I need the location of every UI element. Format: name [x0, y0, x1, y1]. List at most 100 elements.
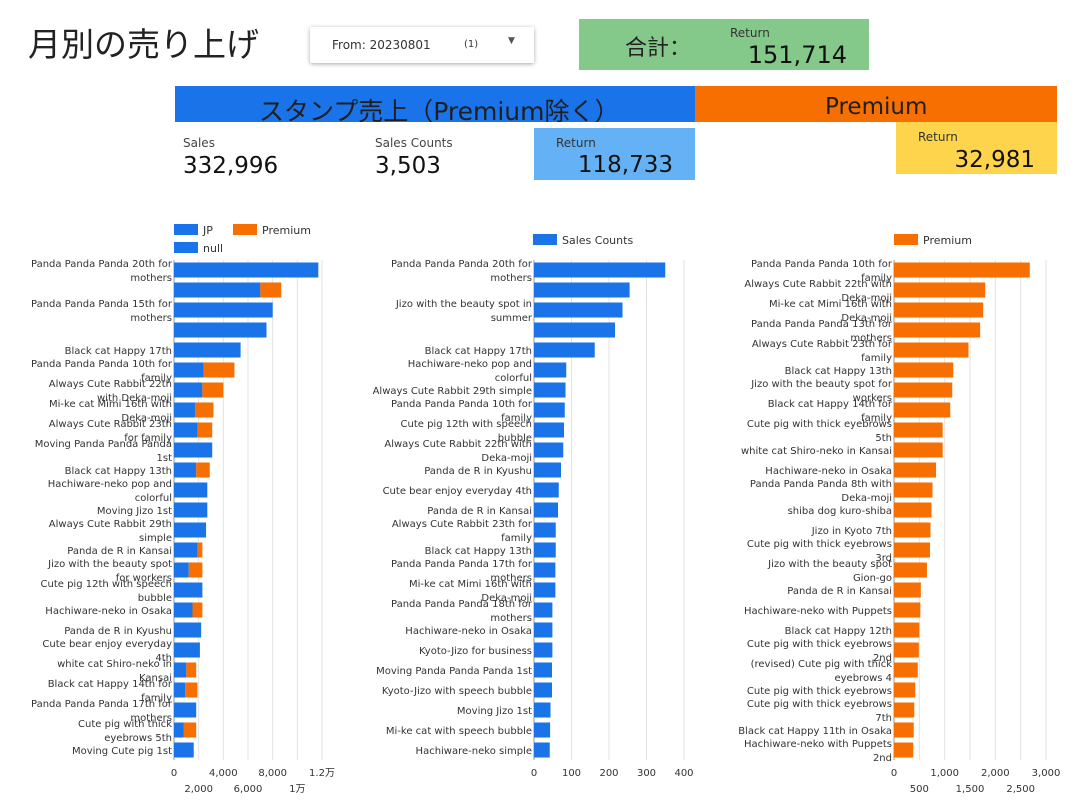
category-label: Always Cute Rabbit 23th	[49, 419, 172, 430]
bar-sales-counts	[534, 602, 553, 618]
category-label: Cute pig with thick eyebrows	[747, 686, 892, 697]
bar-premium	[894, 262, 1030, 278]
bar-jp	[174, 582, 203, 598]
bar-premium	[894, 602, 921, 618]
bar-premium	[197, 542, 203, 558]
category-label: Black cat Happy 17th	[425, 346, 532, 357]
sales-counts-chart: Panda Panda Panda 20th for mothers Jizo wi…	[373, 259, 694, 779]
x-tick-label: 200	[599, 768, 618, 779]
x-tick-label: 1,000	[930, 768, 959, 779]
category-label: 3rd	[875, 553, 892, 564]
bar-sales-counts	[534, 622, 553, 638]
sales-label: Sales	[183, 136, 215, 150]
date-range-filter[interactable]: From: 20230801 (1) ▼	[310, 27, 534, 63]
bar-jp	[174, 682, 186, 698]
category-label: mothers	[490, 273, 532, 284]
legend-jp[interactable]: JP	[174, 224, 213, 237]
category-label: Mi-ke cat with speech bubble	[386, 726, 532, 737]
bar-sales-counts	[534, 542, 556, 558]
category-label: Hachiware-neko pop and	[48, 479, 172, 490]
category-label: Cute bear enjoy everyday 4th	[383, 486, 532, 497]
sales-counts-value: 3,503	[375, 153, 441, 179]
category-label: Kyoto-Jizo for business	[419, 646, 532, 657]
category-label: family	[861, 413, 892, 424]
bar-jp	[174, 302, 273, 318]
category-label: Hachiware-neko pop and	[408, 359, 532, 370]
bar-sales-counts	[534, 702, 551, 718]
category-label: Deka-moji	[841, 313, 892, 324]
category-label: Jizo with the beauty spot	[47, 559, 172, 570]
category-label: Cute pig with thick eyebrows	[747, 639, 892, 650]
bar-premium	[894, 702, 915, 718]
bar-premium	[894, 682, 916, 698]
category-label: Jizo with the beauty spot for	[750, 379, 893, 390]
category-label: mothers	[130, 313, 172, 324]
legend-sales-counts[interactable]: Sales Counts	[533, 234, 633, 247]
category-label: mothers	[490, 613, 532, 624]
category-label: Jizo in Kyoto 7th	[811, 526, 892, 537]
chevron-down-icon[interactable]: ▼	[508, 36, 515, 46]
category-label: Black cat Happy 11th in Osaka	[738, 726, 892, 737]
legend-premium-chart[interactable]: Premium	[894, 234, 972, 247]
bar-jp	[174, 602, 193, 618]
category-label: Moving Jizo 1st	[97, 506, 172, 517]
bar-sales-counts	[534, 402, 565, 418]
category-label: Gion-go	[853, 573, 892, 584]
category-label: workers	[853, 393, 892, 404]
x-tick-label: 100	[562, 768, 581, 779]
x-tick-label: 1万	[289, 784, 305, 795]
category-label: Hachiware-neko simple	[416, 746, 532, 757]
bar-jp	[174, 382, 203, 398]
bar-jp	[174, 702, 197, 718]
category-label: Black cat Happy 17th	[65, 346, 172, 357]
category-label: Always Cute Rabbit 22th with	[744, 279, 892, 290]
x-tick-label: 500	[910, 784, 929, 795]
category-label: Panda de R in Kyushu	[64, 626, 172, 637]
category-label: Deka-moji	[481, 593, 532, 604]
bar-sales-counts	[534, 722, 551, 738]
category-label: Deka-moji	[841, 493, 892, 504]
category-label: Jizo with the beauty spot	[767, 559, 892, 570]
bar-premium	[894, 662, 918, 678]
category-label: simple	[139, 533, 172, 544]
total-return-label: Return	[730, 26, 770, 40]
category-label: Black cat Happy 13th	[425, 546, 532, 557]
x-tick-label: 400	[674, 768, 693, 779]
bar-jp	[174, 342, 241, 358]
category-label: Panda Panda Panda 20th for	[391, 259, 533, 270]
bar-sales-counts	[534, 382, 566, 398]
bar-sales-counts	[534, 302, 623, 318]
bar-jp	[174, 322, 267, 338]
legend-null[interactable]: null	[174, 242, 223, 255]
category-label: bubble	[498, 433, 532, 444]
category-label: Always Cute Rabbit 23th for	[392, 519, 533, 530]
category-label: Panda Panda Panda 10th for	[31, 359, 173, 370]
category-label: white cat Shiro-neko in Kansai	[741, 446, 892, 457]
category-label: with Deka-moji	[97, 393, 172, 404]
bar-jp	[174, 662, 187, 678]
category-label: family	[501, 533, 532, 544]
category-label: family	[861, 353, 892, 364]
bar-jp	[174, 742, 194, 758]
category-label: Always Cute Rabbit 29th	[49, 519, 172, 530]
category-label: Moving Cute pig 1st	[72, 746, 172, 757]
category-label: Cute pig with thick	[78, 719, 172, 730]
bar-jp	[174, 362, 204, 378]
category-label: Moving Jizo 1st	[457, 706, 532, 717]
legend-premium[interactable]: Premium	[233, 224, 311, 237]
bar-sales-counts	[534, 502, 558, 518]
category-label: Always Cute Rabbit 23th for	[752, 339, 893, 350]
category-label: Black cat Happy 14th for	[48, 679, 173, 690]
category-label: Mi-ke cat Mimi 16th with	[769, 299, 892, 310]
category-label: Black cat Happy 13th	[785, 366, 892, 377]
category-label: mothers	[490, 573, 532, 584]
x-tick-label: 2,000	[981, 768, 1010, 779]
x-tick-label: 2,000	[184, 784, 213, 795]
total-label: 合計：	[625, 36, 692, 61]
bar-premium	[894, 322, 981, 338]
category-label: Black cat Happy 13th	[65, 466, 172, 477]
bar-premium	[894, 582, 921, 598]
bar-sales-counts	[534, 262, 666, 278]
category-label: for workers	[116, 573, 172, 584]
